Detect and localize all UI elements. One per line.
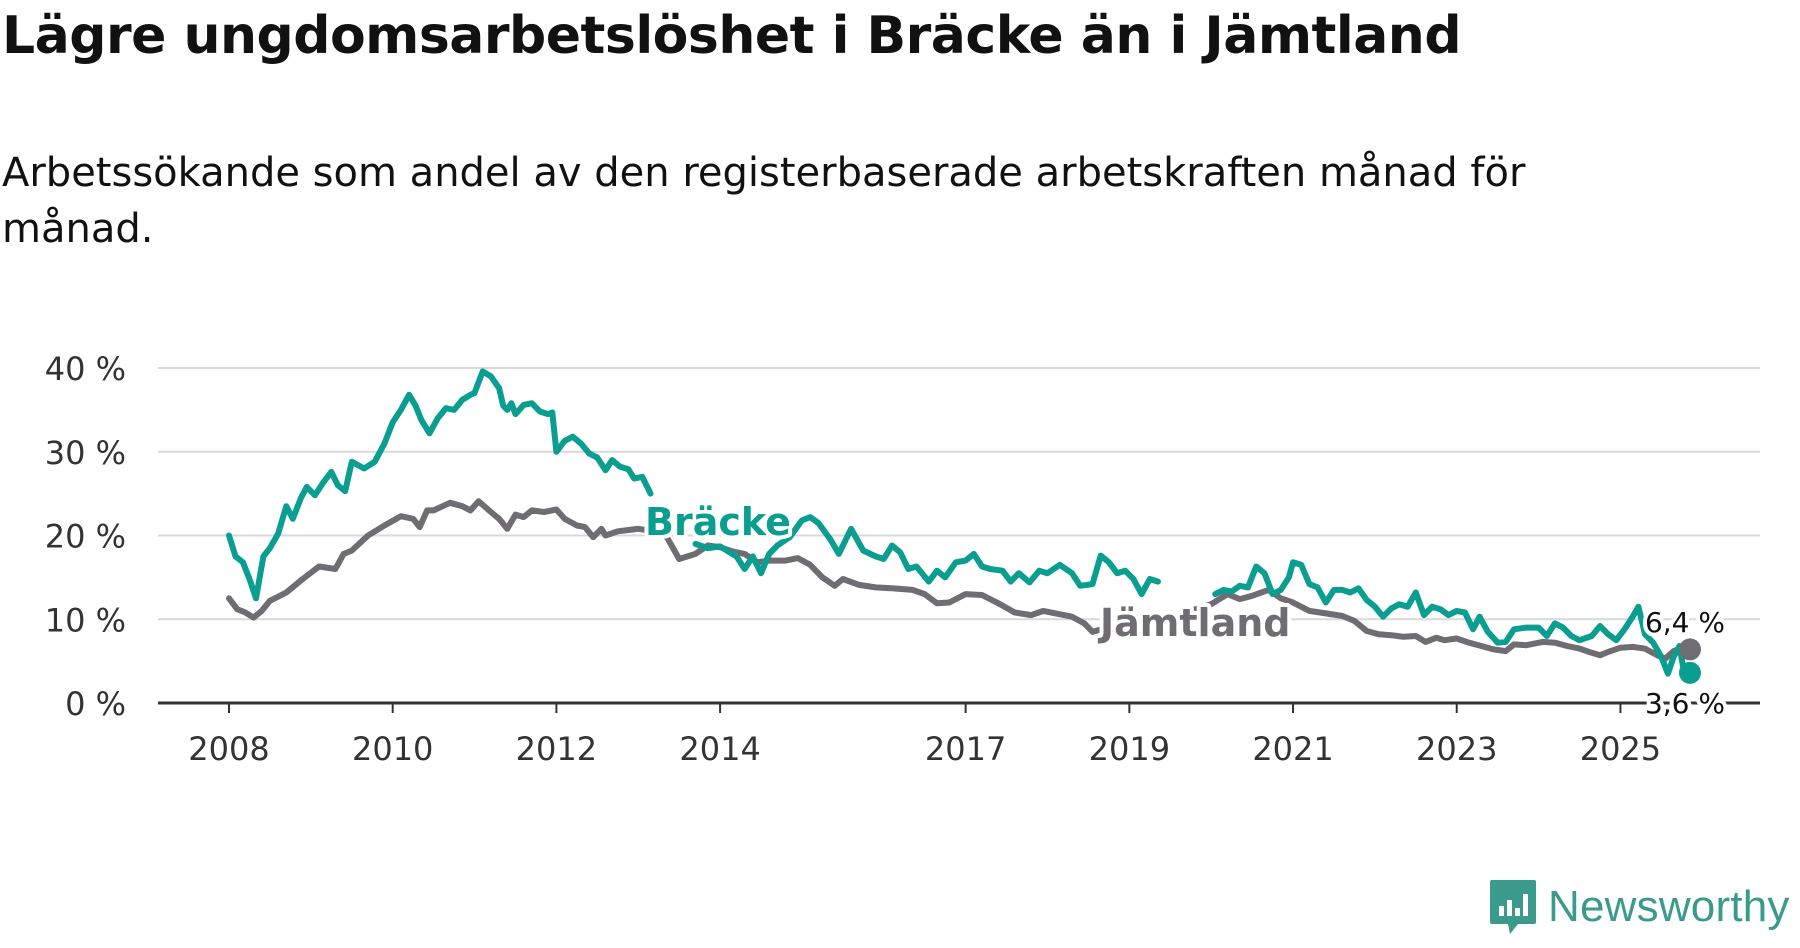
series-line-bracke xyxy=(1212,559,1693,677)
x-tick-label: 2019 xyxy=(1089,730,1170,768)
y-tick-label: 0 % xyxy=(65,685,126,723)
series-line-bracke xyxy=(692,514,1161,598)
end-value-bracke: 3,6 % xyxy=(1645,687,1725,720)
y-axis-labels: 0 % 10 % 20 % 30 % 40 % xyxy=(45,350,126,723)
newsworthy-logo: Newsworthy xyxy=(1488,878,1790,936)
series-line-jamtland xyxy=(226,498,1693,662)
gridlines xyxy=(158,367,1760,621)
series-label-jamtland-halo: Jämtland xyxy=(1097,601,1290,645)
chart-title: Lägre ungdomsarbetslöshet i Bräcke än i … xyxy=(2,6,1462,66)
x-tick-label: 2025 xyxy=(1580,730,1661,768)
bar-chart-badge-icon xyxy=(1490,880,1536,934)
series-line-bracke xyxy=(226,368,654,602)
x-tick-label: 2023 xyxy=(1416,730,1497,768)
x-axis: 2008 2010 2012 2014 2017 2019 2021 2023 2025 xyxy=(158,701,1760,768)
y-tick-label: 20 % xyxy=(45,518,126,556)
x-tick-label: 2008 xyxy=(188,730,269,768)
brand-name: Newsworthy xyxy=(1548,882,1790,931)
x-tick-label: 2010 xyxy=(352,730,433,768)
x-tick-label: 2014 xyxy=(679,730,760,768)
series-lines xyxy=(226,368,1701,684)
y-tick-label: 40 % xyxy=(45,350,126,388)
chart-subtitle: Arbetssökande som andel av den registerb… xyxy=(2,150,1526,252)
y-tick-label: 30 % xyxy=(45,434,126,472)
y-tick-label: 10 % xyxy=(45,601,126,639)
end-value-jamtland: 6,4 % xyxy=(1645,606,1725,639)
series-label-jamtland: Jämtland xyxy=(1097,601,1290,645)
series-label-bracke-halo: Bräcke xyxy=(645,500,791,544)
end-value-bracke-halo: 3,6 % xyxy=(1645,687,1725,720)
end-marker-jamtland xyxy=(1679,638,1701,661)
end-marker-bracke xyxy=(1679,661,1701,684)
x-tick-label: 2017 xyxy=(925,730,1006,768)
end-value-jamtland-halo: 6,4 % xyxy=(1645,606,1725,639)
x-tick-label: 2012 xyxy=(516,730,597,768)
series-label-bracke: Bräcke xyxy=(645,500,791,544)
x-tick-label: 2021 xyxy=(1252,730,1333,768)
